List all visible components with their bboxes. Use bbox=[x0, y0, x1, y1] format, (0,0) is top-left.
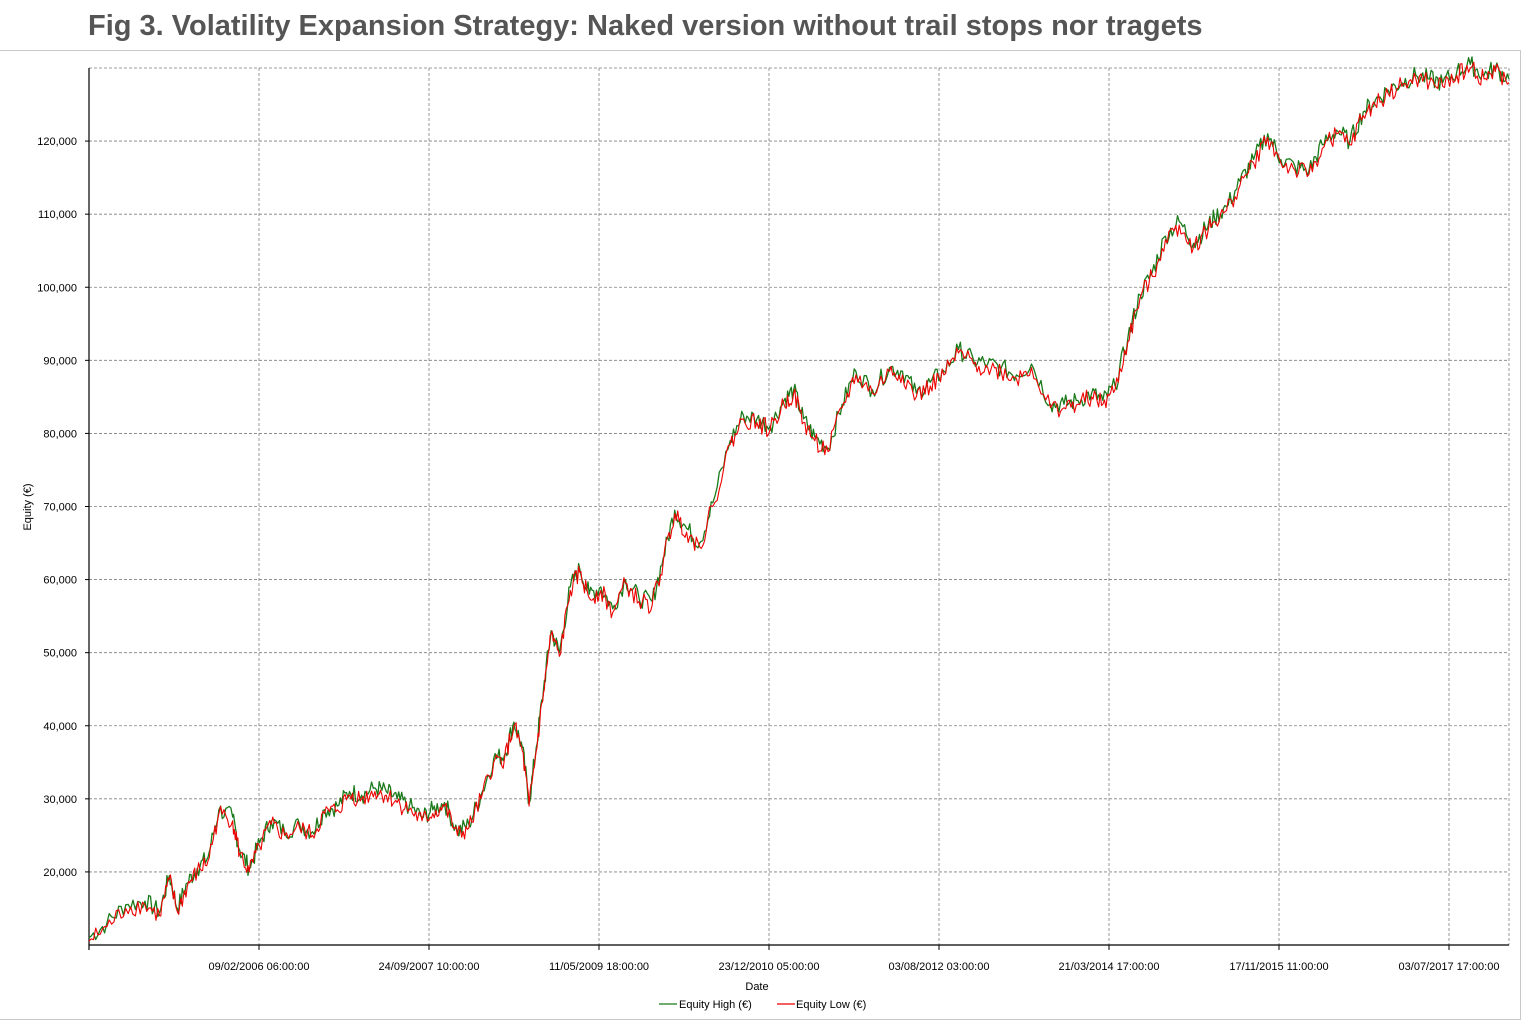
chart-frame bbox=[0, 50, 1521, 1020]
y-tick-label: 20,000 bbox=[43, 867, 77, 879]
y-tick-label: 50,000 bbox=[43, 648, 77, 660]
y-tick-label: 120,000 bbox=[37, 136, 77, 148]
series-lines bbox=[88, 56, 1510, 942]
y-tick-label: 70,000 bbox=[43, 502, 77, 514]
grid-lines bbox=[89, 67, 1510, 945]
y-tick-labels: 20,000 30,000 40,000 50,000 60,000 70,000 80,0… bbox=[37, 136, 77, 879]
x-axis-label: Date bbox=[745, 981, 768, 993]
y-tick-label: 40,000 bbox=[43, 721, 77, 733]
x-tick-label: 17/11/2015 11:00:00 bbox=[1229, 961, 1328, 973]
legend-label-equity-high: Equity High (€) bbox=[679, 999, 752, 1011]
y-tick-label: 80,000 bbox=[43, 428, 77, 440]
series-line-equity-high bbox=[88, 56, 1510, 941]
y-axis-label: Equity (€) bbox=[22, 483, 34, 530]
x-tick-label: 23/12/2010 05:00:00 bbox=[719, 961, 820, 973]
legend-label-equity-low: Equity Low (€) bbox=[796, 999, 866, 1011]
y-tick-label: 100,000 bbox=[37, 282, 77, 294]
x-tick-labels: 09/02/2006 06:00:00 24/09/2007 10:00:00 11… bbox=[209, 961, 1500, 973]
y-tick-label: 110,000 bbox=[38, 209, 77, 221]
x-tick-label: 09/02/2006 06:00:00 bbox=[209, 961, 310, 973]
legend: Equity High (€) Equity Low (€) bbox=[659, 999, 866, 1011]
x-tick-label: 21/03/2014 17:00:00 bbox=[1059, 961, 1160, 973]
x-tick-label: 11/05/2009 18:00:00 bbox=[549, 961, 649, 973]
axes bbox=[85, 68, 1509, 950]
series-line-equity-low bbox=[88, 61, 1510, 942]
y-tick-label: 30,000 bbox=[43, 794, 77, 806]
x-tick-label: 03/07/2017 17:00:00 bbox=[1399, 961, 1500, 973]
x-tick-label: 03/08/2012 03:00:00 bbox=[889, 961, 990, 973]
figure-title: Fig 3. Volatility Expansion Strategy: Na… bbox=[88, 10, 1203, 42]
y-tick-label: 90,000 bbox=[43, 355, 77, 367]
x-tick-label: 24/09/2007 10:00:00 bbox=[379, 961, 480, 973]
y-tick-label: 60,000 bbox=[43, 575, 77, 587]
